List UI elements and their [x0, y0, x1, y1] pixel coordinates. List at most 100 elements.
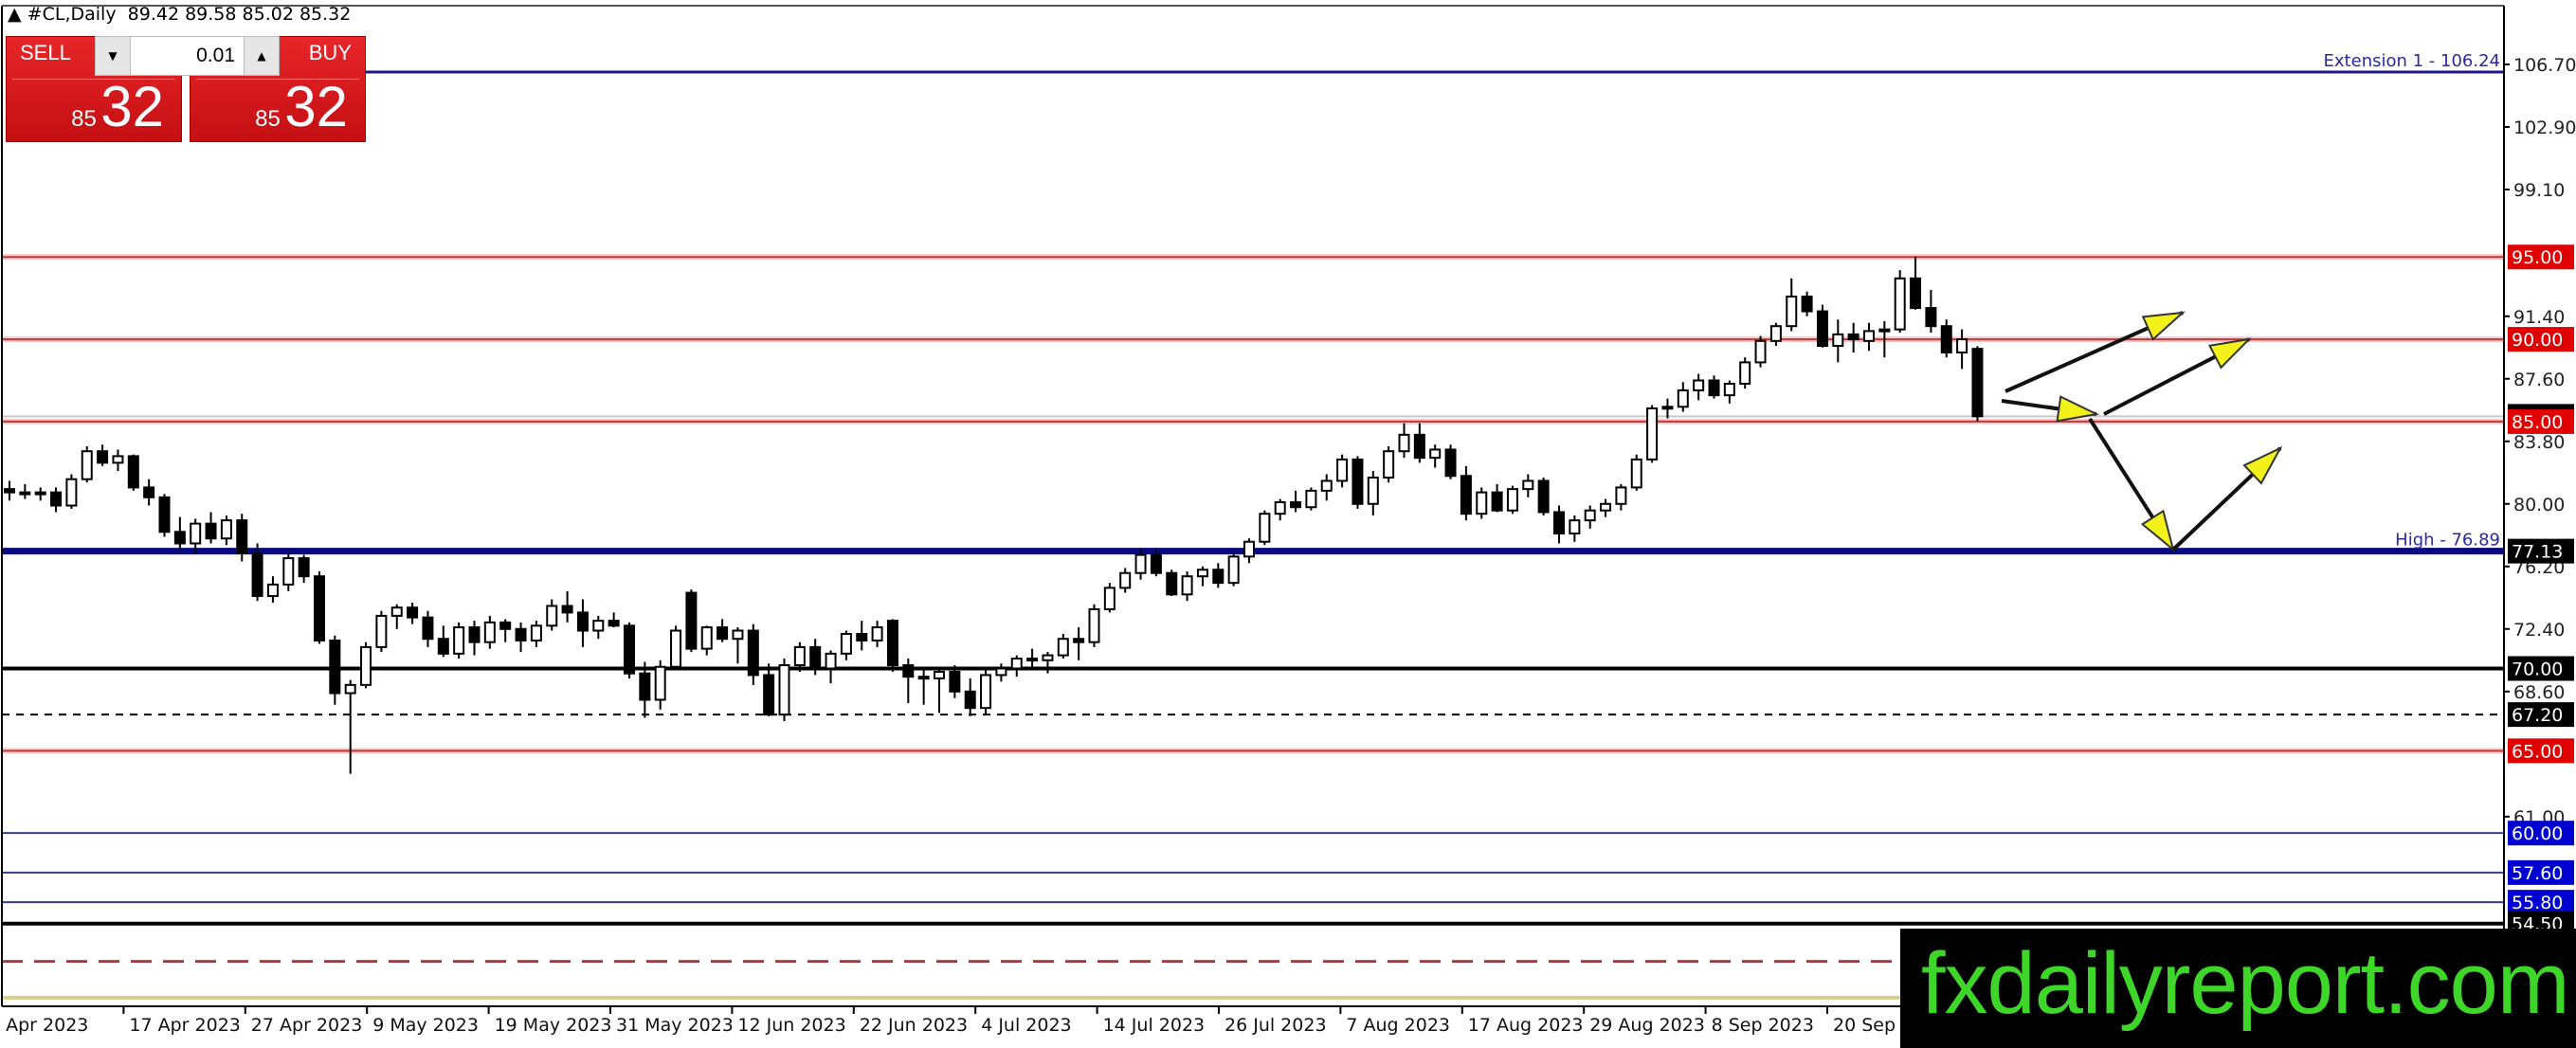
candle: [190, 518, 202, 553]
bullish-candle-body: [778, 664, 790, 716]
candle: [1212, 563, 1225, 588]
bullish-candle-body: [1522, 479, 1534, 491]
candle: [407, 602, 419, 624]
lot-size-stepper[interactable]: ▼ 0.01 ▲: [95, 36, 280, 76]
bearish-candle-body: [964, 690, 976, 710]
bullish-candle-body: [1181, 575, 1193, 596]
bearish-candle-body: [1150, 553, 1162, 574]
candle: [793, 641, 806, 672]
bullish-candle-body: [670, 629, 682, 668]
candle: [1274, 498, 1286, 521]
bearish-candle-body: [1166, 571, 1178, 596]
bullish-candle-body: [1305, 489, 1317, 509]
bullish-candle-body: [34, 491, 46, 496]
candle: [515, 622, 527, 653]
candle: [158, 494, 171, 537]
candle: [390, 604, 403, 629]
bullish-candle-body: [1786, 295, 1798, 328]
candle: [654, 660, 666, 710]
ohlc-readout: 89.42 89.58 85.02 85.32: [127, 4, 352, 25]
arrow-head-icon: [2056, 395, 2100, 423]
level-price-label: 67.20: [2512, 705, 2563, 726]
bullish-candle-body: [190, 522, 202, 545]
candle: [530, 621, 542, 647]
bullish-candle-body: [1429, 448, 1442, 460]
bullish-candle-body: [1243, 540, 1255, 558]
lot-increase-icon[interactable]: ▲: [244, 37, 279, 75]
candle: [763, 663, 775, 716]
candle: [809, 639, 822, 676]
candle: [717, 619, 729, 642]
arrow-head-icon: [2141, 311, 2186, 341]
level-price-tag: [2508, 890, 2574, 915]
bullish-candle-body: [1894, 277, 1906, 331]
bullish-candle-body: [1227, 555, 1240, 585]
candle: [236, 514, 248, 562]
candle: [298, 554, 310, 584]
arrow-head-icon: [2207, 337, 2252, 370]
level-price-label: 57.60: [2512, 863, 2563, 884]
candle: [4, 480, 15, 501]
collapse-arrow-icon[interactable]: ▲: [8, 4, 22, 25]
candle: [112, 449, 124, 472]
x-tick-label: 27 Apr 2023: [251, 1015, 362, 1036]
x-tick-label: 14 Jul 2023: [1103, 1015, 1206, 1036]
forecast-arrow: [2088, 417, 2175, 552]
candle: [1769, 322, 1782, 347]
bearish-candle-body: [499, 621, 512, 630]
candle: [1119, 568, 1132, 593]
candle: [1196, 566, 1208, 587]
x-tick-label: 22 Jun 2023: [860, 1015, 968, 1036]
symbol-label: #CL,Daily: [27, 4, 117, 25]
y-tick-label: 87.60: [2513, 370, 2565, 390]
bearish-candle-body: [468, 626, 481, 643]
x-tick-label: 5 Apr 2023: [0, 1015, 88, 1036]
time-axis[interactable]: 5 Apr 2023 17 Apr 2023 27 Apr 2023 9 May 20…: [0, 1006, 1924, 1036]
bearish-candle-body: [127, 455, 139, 489]
candle: [1150, 550, 1162, 577]
forecast-arrows: [2001, 311, 2283, 552]
candle: [1460, 465, 1472, 521]
bearish-candle-body: [608, 620, 620, 627]
bearish-candle-body: [561, 605, 573, 614]
bearish-candle-body: [1971, 348, 1984, 418]
candle: [1971, 346, 1984, 422]
divider: [12, 79, 175, 80]
candle: [1956, 329, 1968, 370]
bearish-candle-body: [4, 488, 15, 494]
candle: [1615, 483, 1627, 511]
bullish-candle-body: [1754, 339, 1767, 364]
price-axis[interactable]: 106.70102.9099.1091.4087.6083.8080.0076.…: [2504, 55, 2576, 936]
bullish-candle-body: [1320, 479, 1333, 492]
bullish-candle-body: [65, 478, 78, 507]
candle: [1367, 471, 1379, 515]
level-price-tag: [2508, 859, 2574, 885]
bearish-candle-body: [298, 557, 310, 578]
lot-decrease-icon[interactable]: ▼: [96, 37, 131, 75]
lot-size-input[interactable]: 0.01: [196, 45, 235, 66]
x-tick-label: 8 Sep 2023: [1712, 1015, 1814, 1036]
candle: [19, 483, 31, 499]
candle: [685, 589, 698, 653]
level-price-tag: [2508, 244, 2574, 270]
bearish-candle-body: [314, 575, 325, 641]
bearish-candle-body: [1026, 658, 1039, 662]
sell-button[interactable]: SELL 85 32: [6, 36, 182, 142]
bullish-candle-body: [1615, 486, 1627, 505]
candle: [173, 516, 186, 551]
bearish-candle-body: [1413, 433, 1425, 460]
bullish-candle-body: [1088, 607, 1100, 643]
forecast-arrow: [2171, 445, 2283, 551]
candle: [499, 619, 512, 642]
bullish-candle-body: [934, 670, 945, 679]
bullish-candle-body: [1569, 519, 1581, 535]
bullish-candle-body: [732, 629, 744, 641]
candle: [1336, 454, 1349, 488]
forecast-arrow: [2005, 311, 2186, 393]
candle: [840, 630, 852, 660]
candle: [1476, 487, 1488, 519]
bearish-candle-body: [1444, 448, 1457, 478]
bearish-candle-body: [639, 672, 651, 701]
bullish-candle-body: [1010, 658, 1023, 670]
